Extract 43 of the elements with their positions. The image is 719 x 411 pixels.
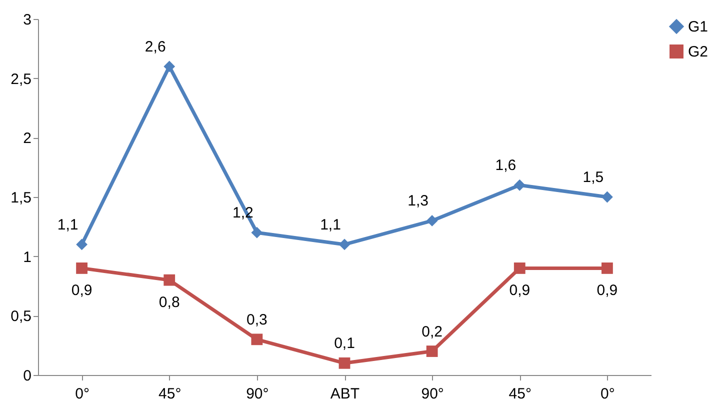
data-label: 1,1 (57, 216, 78, 234)
point (76, 262, 88, 274)
point (338, 357, 350, 369)
point (514, 179, 526, 191)
point (602, 191, 613, 203)
point (251, 226, 263, 238)
x-tick-label: 0° (75, 386, 90, 402)
point (602, 262, 613, 274)
data-label: 1,6 (495, 157, 516, 174)
data-label: 0,1 (334, 335, 355, 352)
x-tick-label: 45° (508, 386, 532, 402)
x-tick-label: 90° (421, 386, 444, 402)
y-tick-label: 0 (23, 368, 32, 384)
x-tick-label: 0° (600, 386, 615, 402)
data-label: 1,1 (320, 216, 341, 234)
data-label: 0,2 (422, 323, 442, 340)
point (514, 262, 526, 274)
legend-label: G2 (688, 44, 708, 60)
data-label: 1,5 (582, 169, 604, 186)
data-label: 0,9 (596, 282, 618, 300)
point (338, 238, 350, 250)
data-label: 1,3 (408, 192, 428, 210)
x-tick-label: 90° (246, 386, 269, 402)
data-label: 0,9 (509, 282, 530, 300)
y-tick-label: 2,5 (10, 70, 32, 88)
x-tick-label: ABT (330, 386, 360, 402)
data-label: 0,8 (158, 294, 180, 312)
data-label: 2,6 (144, 38, 166, 56)
legend-label: G1 (688, 18, 708, 36)
y-tick-label: 3 (23, 12, 32, 28)
data-label: 0,9 (71, 282, 92, 300)
point (426, 215, 438, 226)
point (164, 274, 176, 286)
point (251, 334, 263, 346)
point (76, 238, 88, 250)
y-tick-label: 1 (23, 248, 32, 266)
point (426, 346, 438, 357)
y-tick-label: 0,5 (10, 308, 32, 326)
data-label: 0,3 (246, 311, 268, 328)
y-tick-label: 2 (23, 130, 32, 148)
point (164, 60, 176, 72)
x-tick-label: 45° (158, 386, 182, 402)
y-tick-label: 1,5 (10, 190, 32, 206)
